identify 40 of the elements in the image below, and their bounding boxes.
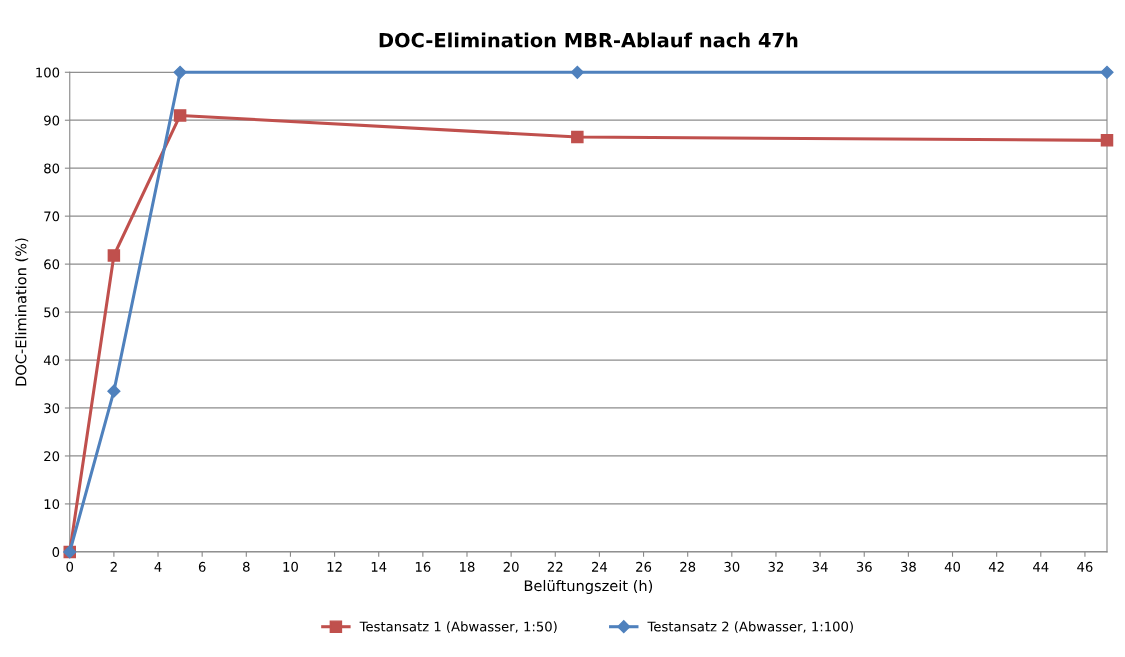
y-tick-label: 80	[44, 163, 60, 174]
y-tick-label: 100	[36, 67, 60, 78]
x-tick-label: 28	[680, 561, 696, 572]
x-tick-label: 16	[415, 561, 431, 572]
y-tick-label: 50	[44, 307, 60, 318]
y-tick-label: 20	[44, 451, 60, 462]
x-tick-label: 10	[283, 561, 298, 572]
x-tick-label: 46	[1077, 561, 1093, 572]
y-tick-label: 90	[44, 115, 60, 126]
x-tick-label: 44	[1033, 562, 1049, 572]
legend-label: Testansatz 1 (Abwasser, 1:50)	[359, 621, 557, 634]
y-axis-title: DOC-Elimination (%)	[15, 238, 29, 386]
x-tick-label: 8	[243, 561, 250, 572]
x-tick-label: 26	[636, 561, 652, 572]
x-tick-label: 18	[460, 561, 475, 572]
x-tick-label: 6	[198, 561, 206, 572]
x-tick-label: 0	[66, 561, 74, 572]
y-tick-label: 70	[44, 211, 60, 222]
x-axis-title: Belüftungszeit (h)	[524, 579, 653, 595]
y-tick-label: 40	[43, 355, 60, 366]
y-tick-label: 10	[44, 499, 60, 510]
x-tick-label: 36	[856, 561, 872, 572]
x-tick-label: 42	[988, 561, 1004, 572]
x-tick-label: 32	[768, 561, 784, 572]
chart-title: DOC-Elimination MBR-Ablauf nach 47h	[379, 32, 798, 48]
legend-label: Testansatz 2 (Abwasser, 1:100)	[647, 621, 853, 634]
x-tick-label: 24	[591, 561, 608, 572]
x-tick-label: 14	[371, 562, 387, 572]
y-tick-label: 30	[44, 403, 60, 414]
y-tick-label: 0	[52, 547, 60, 558]
x-tick-label: 30	[724, 561, 740, 572]
x-tick-label: 34	[812, 561, 828, 572]
x-tick-label: 20	[503, 561, 519, 572]
x-tick-label: 2	[110, 561, 117, 572]
y-tick-label: 60	[44, 259, 60, 270]
x-tick-label: 22	[547, 561, 563, 572]
x-tick-label: 12	[327, 561, 342, 572]
x-tick-label: 38	[900, 561, 916, 572]
x-tick-label: 4	[154, 562, 162, 572]
x-tick-label: 40	[944, 561, 961, 572]
